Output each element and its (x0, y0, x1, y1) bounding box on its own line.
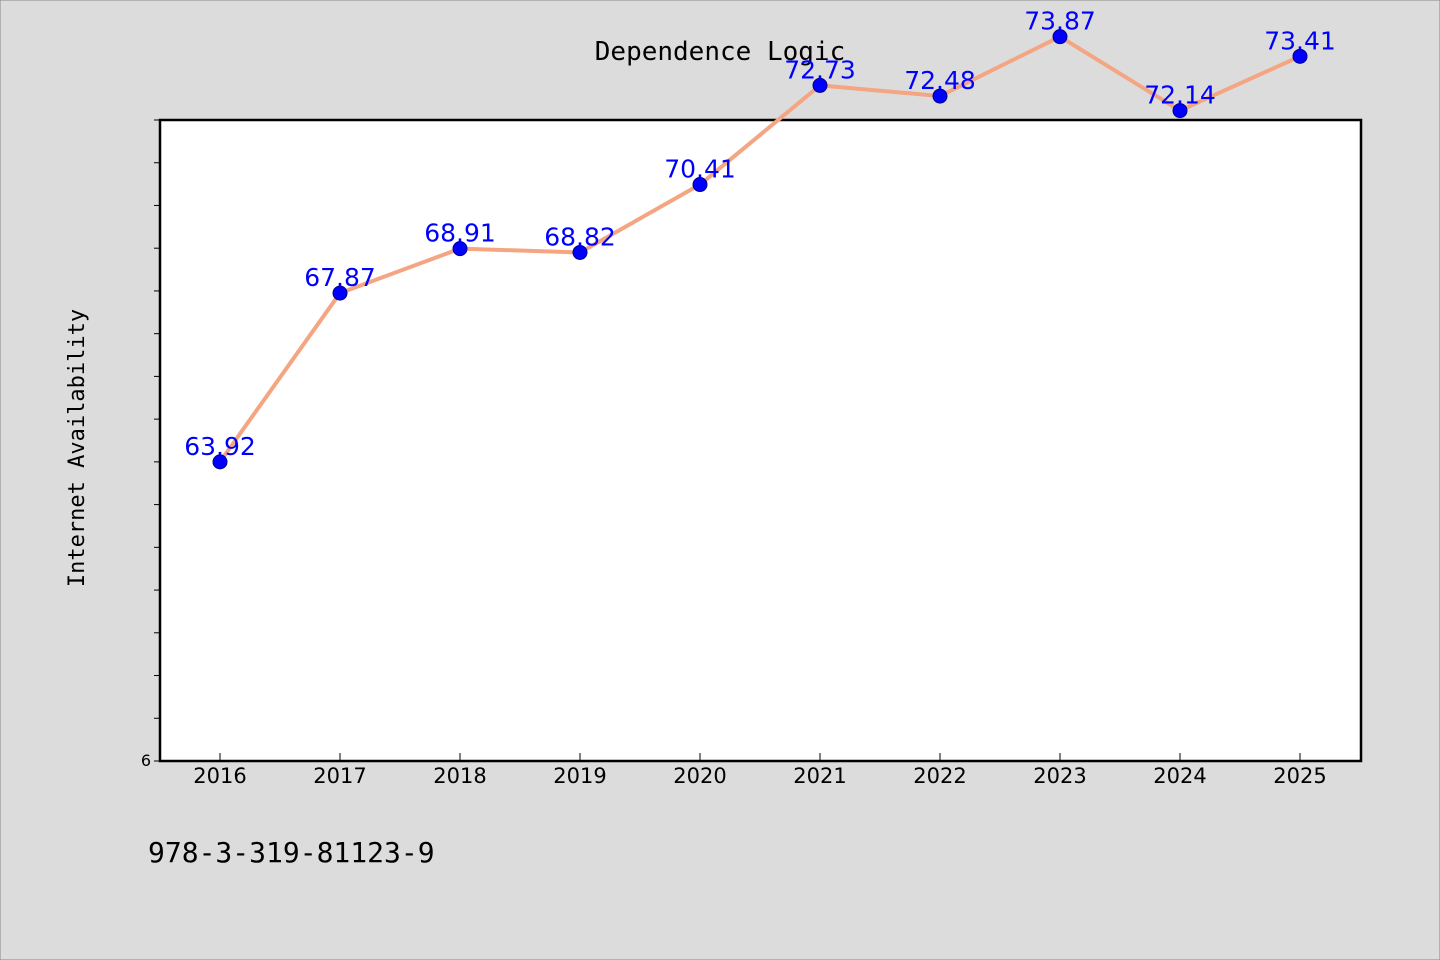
x-tick-label: 2016 (193, 764, 246, 788)
footer-isbn: 978-3-319-81123-9 (148, 836, 435, 869)
data-point (1292, 48, 1308, 64)
x-tick-label: 2022 (913, 764, 966, 788)
y-axis-label: Internet Availability (65, 309, 90, 587)
x-tick-label: 2017 (313, 764, 366, 788)
data-point (452, 241, 468, 257)
x-tick-label: 2021 (793, 764, 846, 788)
chart-title: Dependence Logic (595, 37, 845, 67)
data-point (932, 88, 948, 104)
x-tick-label: 2020 (673, 764, 726, 788)
data-label: 68.82 (544, 222, 616, 251)
data-label: 72.48 (904, 66, 976, 95)
data-label: 73.87 (1024, 7, 1096, 36)
data-point (1172, 103, 1188, 119)
data-label: 68.91 (424, 219, 496, 248)
data-point (332, 285, 348, 301)
plot-area (158, 118, 1363, 763)
x-tick-label: 2023 (1033, 764, 1086, 788)
x-tick-label: 2018 (433, 764, 486, 788)
x-tick-label: 2019 (553, 764, 606, 788)
series-line (218, 34, 1302, 464)
data-label: 70.41 (664, 155, 736, 184)
data-point (1052, 29, 1068, 45)
data-label: 72.73 (784, 55, 856, 84)
data-label: 67.87 (304, 263, 376, 292)
y-tick-label: 6 (141, 751, 151, 770)
data-point (212, 454, 228, 470)
data-label: 72.14 (1144, 81, 1216, 110)
data-point (812, 77, 828, 93)
data-point (692, 177, 708, 193)
data-label: 73.41 (1264, 26, 1336, 55)
series-layer: 63.92 67.87 68.91 68.82 70.41 72.73 72.48 73.87… (184, 7, 1336, 470)
y-axis-ticks (154, 119, 160, 762)
data-label: 63.92 (184, 432, 256, 461)
x-tick-labels: 2016 2017 2018 2019 2020 2021 2022 2023 2024 2025 (193, 764, 1326, 788)
x-tick-label: 2024 (1153, 764, 1206, 788)
data-point (572, 244, 588, 260)
x-tick-label: 2025 (1273, 764, 1326, 788)
x-axis-ticks (219, 753, 1301, 761)
